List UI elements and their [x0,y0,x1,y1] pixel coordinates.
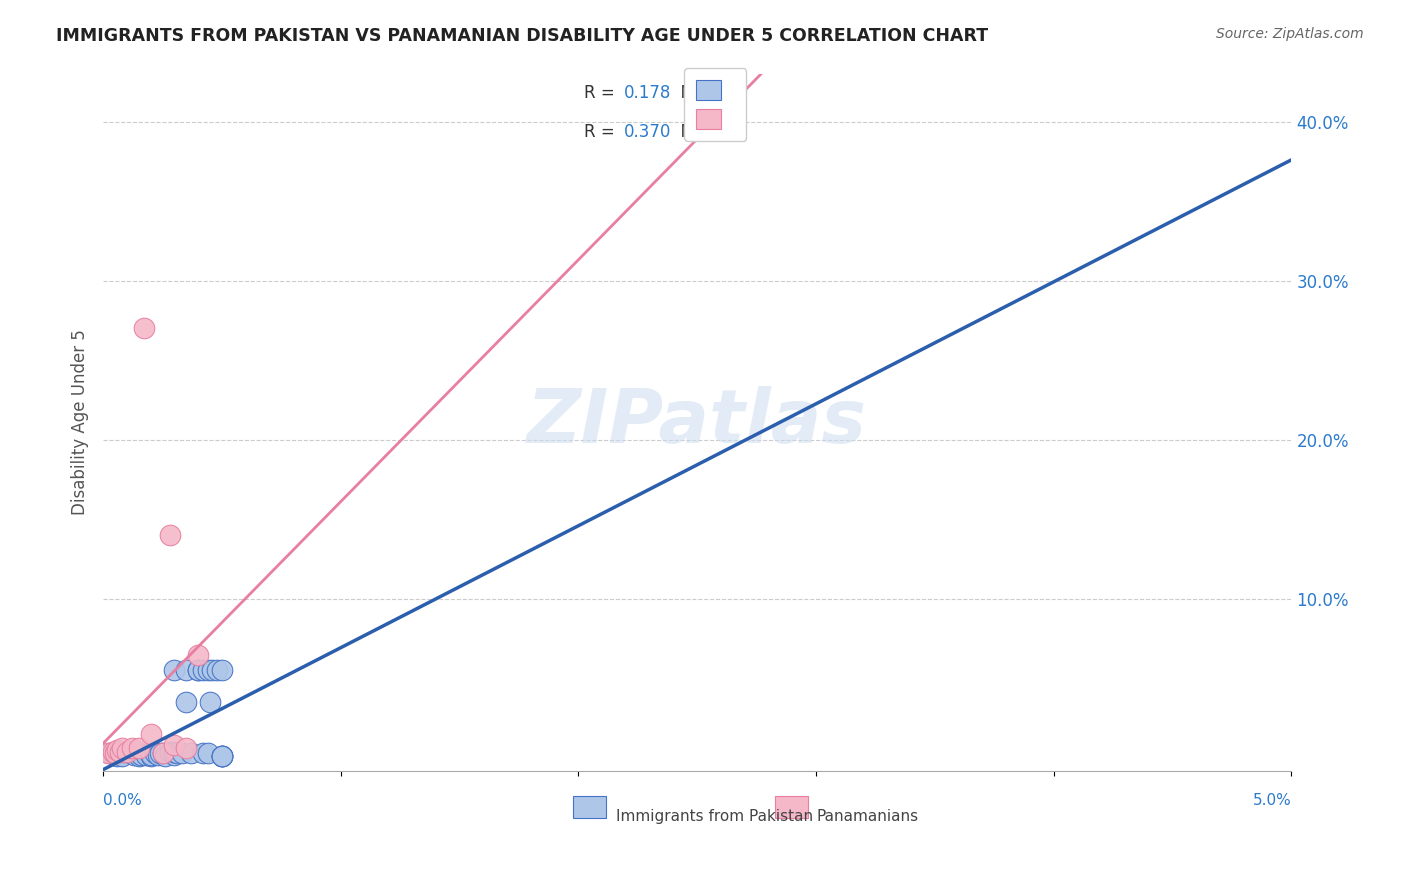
Point [122,747,145,762]
Point [139,746,162,760]
Point [197,664,219,678]
Point [128,746,150,760]
Point [163,738,186,752]
Point [211,749,233,764]
Point [163,747,186,762]
Point [191,746,214,760]
Point [111,741,134,756]
Point [201,664,224,678]
Point [205,664,228,678]
Point [139,749,162,764]
Point [191,664,214,678]
Text: 0.370: 0.370 [624,122,671,141]
Point [108,745,131,759]
Point [128,741,150,756]
Legend: , : , [685,69,747,141]
Point [176,695,198,709]
Point [211,749,233,764]
Point [135,747,157,762]
Point [159,745,181,759]
Text: N =: N = [671,122,717,141]
Point [104,747,127,762]
Point [121,741,143,756]
Point [115,745,138,759]
Y-axis label: Disability Age Under 5: Disability Age Under 5 [72,329,89,516]
Point [187,648,209,662]
Point [152,746,174,760]
Point [166,746,188,760]
Text: 5.0%: 5.0% [1253,793,1292,808]
Point [211,664,233,678]
Point [128,749,150,764]
Point [176,741,198,756]
Bar [572,796,606,818]
Point [121,746,143,760]
Text: Panamanians: Panamanians [815,809,918,824]
Point [98,746,121,760]
Text: N =: N = [671,85,717,103]
Point [163,745,186,759]
Point [211,749,233,764]
Text: ZIPatlas: ZIPatlas [527,386,868,458]
Text: 16: 16 [706,122,727,141]
Text: Source: ZipAtlas.com: Source: ZipAtlas.com [1216,27,1364,41]
Point [105,749,128,764]
Point [180,746,202,760]
Point [198,695,221,709]
Text: 0.178: 0.178 [624,85,671,103]
Point [197,746,219,760]
Point [159,528,181,542]
Text: R =: R = [585,85,626,103]
Point [139,747,162,762]
Point [146,747,169,762]
Point [187,664,209,678]
Point [145,746,167,760]
Point [187,664,209,678]
Point [152,746,174,760]
Point [163,664,186,678]
Point [149,746,172,760]
Point [97,746,120,760]
Point [115,745,138,759]
Point [105,743,128,757]
Point [129,747,152,762]
Text: 42: 42 [706,85,727,103]
Point [153,749,176,764]
Point [211,749,233,764]
Point [101,745,124,759]
Text: 0.0%: 0.0% [103,793,142,808]
Point [104,746,127,760]
Point [176,664,198,678]
Point [139,727,162,741]
Bar [775,796,808,818]
Text: Immigrants from Pakistan: Immigrants from Pakistan [616,809,814,824]
Point [111,749,134,764]
Text: R =: R = [585,122,626,141]
Point [132,321,155,335]
Text: IMMIGRANTS FROM PAKISTAN VS PANAMANIAN DISABILITY AGE UNDER 5 CORRELATION CHART: IMMIGRANTS FROM PAKISTAN VS PANAMANIAN D… [56,27,988,45]
Point [170,746,193,760]
